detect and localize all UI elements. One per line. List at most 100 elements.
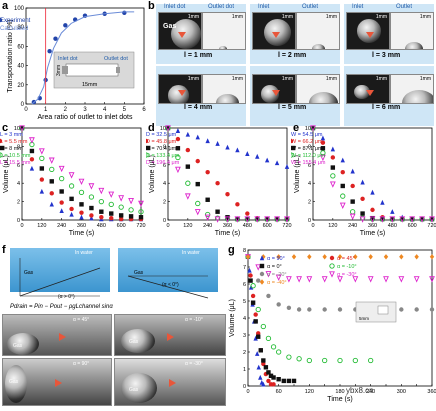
- data-point: [350, 209, 356, 215]
- data-point: [138, 200, 144, 208]
- data-point: [118, 195, 125, 202]
- data-point: [281, 378, 286, 384]
- inset-channel: [65, 63, 119, 77]
- in-water-label-1: In water: [75, 250, 93, 256]
- data-point: [429, 216, 435, 223]
- data-point: [360, 179, 365, 185]
- data-point: [48, 157, 55, 164]
- data-point: [128, 207, 134, 213]
- header-outlet-2: Outlet: [302, 4, 319, 10]
- data-point: [409, 216, 416, 223]
- data-point: [310, 125, 316, 132]
- data-point: [224, 216, 231, 223]
- scale-bar-label: 1mm: [281, 76, 293, 82]
- data-point: [39, 188, 45, 194]
- data-point: [39, 166, 45, 171]
- outlet-photo-4: 1mm: [202, 74, 246, 104]
- inset-outlet-dot: [116, 67, 120, 73]
- length-label-2: l = 2 mm: [278, 52, 307, 59]
- y-tick-label: 60: [17, 44, 24, 50]
- legend-marker: [259, 255, 265, 261]
- plot-frame: [167, 127, 288, 221]
- x-tick-label: 180: [335, 389, 344, 395]
- data-point: [205, 197, 210, 202]
- legend-label: L = 8 mm: [0, 146, 23, 152]
- legend-marker: [259, 279, 265, 285]
- length-label-6: l = 6 mm: [372, 104, 401, 111]
- data-point: [254, 216, 261, 223]
- legend-label: L = 10.5 mm: [0, 153, 31, 159]
- angle-45-label: α = 45°: [73, 317, 90, 323]
- y-axis-label: Volume (μL): [294, 155, 301, 193]
- y-axis-label: Transportation ratio (%): [7, 19, 14, 92]
- data-point: [29, 148, 35, 154]
- x-tick-label: 240: [203, 223, 212, 229]
- legend-label: D = 32.5 μm: [146, 132, 177, 138]
- panel-label-b: b: [148, 0, 155, 12]
- data-point: [350, 199, 355, 204]
- data-point: [350, 168, 355, 174]
- x-tick-label: 4: [103, 107, 107, 113]
- data-point: [255, 351, 260, 356]
- data-point: [349, 213, 356, 221]
- data-point: [253, 319, 258, 324]
- scale-bar-label: 1mm: [187, 76, 199, 82]
- y-tick-label: 8: [308, 144, 311, 150]
- data-point: [175, 136, 181, 142]
- data-point: [352, 357, 358, 364]
- y-tick-label: 2: [163, 200, 166, 206]
- y-tick-label: 7: [243, 265, 246, 271]
- series-line: [31, 11, 135, 105]
- schematic-lines-1: [19, 258, 101, 297]
- data-point: [265, 271, 272, 278]
- in-water-label-2: In water: [182, 250, 200, 256]
- inlet-photo-5: 1mm: [252, 74, 296, 104]
- data-point: [307, 254, 312, 260]
- legend-label: D = 133.4 μm: [146, 153, 180, 159]
- legend-marker: [0, 17, 3, 23]
- schematic-negative-angle: [118, 248, 218, 292]
- legend-label: L = 5.5 mm: [0, 139, 28, 145]
- outlet-photo-3: 1mm: [390, 12, 434, 50]
- panel-label-a: a: [2, 0, 9, 12]
- y-tick-label: 1: [243, 367, 246, 373]
- y-tick-label: 0: [308, 218, 311, 224]
- y-axis-label: Volume (μL): [149, 155, 156, 193]
- drain-pressure-formula: Pdrain = Pin − Pout − ρgLchannel sinα: [10, 304, 113, 310]
- data-point: [138, 215, 144, 220]
- gas-label-schematic-1: Gas: [24, 270, 34, 276]
- panel-f: f In water Gas (α > 0°) In water Gas (α …: [0, 244, 226, 406]
- data-point: [260, 323, 266, 330]
- data-point: [285, 276, 292, 283]
- data-point: [321, 276, 328, 283]
- data-point: [68, 183, 75, 189]
- data-point: [266, 370, 271, 375]
- inlet-photo-1: 1mm Gas: [158, 12, 202, 50]
- x-tick-label: 0: [166, 223, 169, 229]
- data-point: [380, 216, 385, 222]
- data-point: [379, 216, 386, 223]
- data-point: [310, 125, 316, 131]
- data-point: [122, 10, 127, 15]
- data-point: [399, 216, 406, 223]
- data-point: [245, 151, 250, 156]
- data-point: [58, 165, 65, 173]
- data-point: [138, 209, 144, 215]
- condition-positive: (α > 0°): [58, 294, 75, 300]
- data-point: [19, 125, 25, 131]
- inset-outlet-label: Outlet dot: [104, 56, 128, 62]
- data-point: [359, 216, 366, 223]
- chart-c: 0 120 240 360 480 600 720 0 2 4 6 8 10 Time (s) Volume…: [0, 125, 146, 237]
- data-point: [175, 128, 181, 133]
- scale-bar-label: 1mm: [231, 76, 243, 82]
- x-tick-label: 720: [282, 223, 291, 229]
- data-point: [59, 189, 64, 194]
- legend-marker: [0, 145, 5, 151]
- y-tick-label: 4: [243, 316, 246, 322]
- data-point: [264, 216, 271, 223]
- data-point: [49, 166, 55, 173]
- data-point: [399, 307, 404, 312]
- legend-label: α = 45°: [337, 256, 355, 262]
- x-tick-label: 1: [44, 107, 48, 113]
